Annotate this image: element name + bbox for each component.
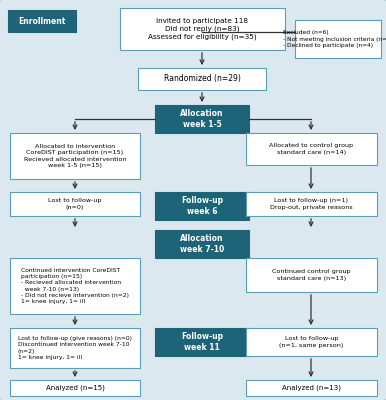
Bar [295, 20, 381, 58]
Text: Lost to follow-up
(n=0): Lost to follow-up (n=0) [48, 198, 102, 210]
Bar [120, 8, 285, 50]
Text: Allocation
week 7-10: Allocation week 7-10 [180, 234, 224, 254]
Text: Analyzed (n=13): Analyzed (n=13) [282, 385, 341, 391]
Bar [10, 192, 140, 216]
Bar [246, 192, 377, 216]
Text: Lost to follow-up
(n=1, same person): Lost to follow-up (n=1, same person) [279, 336, 344, 348]
Bar [155, 230, 249, 258]
Text: Allocated to control group
standard care (n=14): Allocated to control group standard care… [269, 143, 354, 154]
Bar [246, 328, 377, 356]
Bar [10, 328, 140, 368]
Bar [138, 68, 266, 90]
Text: Invited to participate 118
Did not reply (n=83)
Assessed for eligibility (n=35): Invited to participate 118 Did not reply… [148, 18, 257, 40]
Text: Analyzed (n=15): Analyzed (n=15) [46, 385, 105, 391]
Text: Follow-up
week 11: Follow-up week 11 [181, 332, 223, 352]
Bar [246, 133, 377, 165]
Text: Lost to follow-up (give reasons) (n=0)
Discontinued intervention week 7-10
(n=2): Lost to follow-up (give reasons) (n=0) D… [18, 336, 132, 360]
Text: Randomized (n=29): Randomized (n=29) [164, 74, 240, 84]
Bar [10, 380, 140, 396]
Text: Allocation
week 1-5: Allocation week 1-5 [180, 109, 224, 129]
Bar [155, 328, 249, 356]
Bar [155, 192, 249, 220]
Text: Continued control group
standard care (n=13): Continued control group standard care (n… [272, 270, 351, 281]
Bar [10, 258, 140, 314]
Text: Continued intervention CoreDIST
participation (n=15)
- Recieved allocated interv: Continued intervention CoreDIST particip… [21, 268, 129, 304]
Text: Follow-up
week 6: Follow-up week 6 [181, 196, 223, 216]
Bar [8, 10, 76, 32]
Text: Excluded (n=6)
- Not meeting inclusion criteria (n=2)
- Declined to participate : Excluded (n=6) - Not meeting inclusion c… [283, 30, 386, 48]
Text: Allocated to intervention
CoreDIST participation (n=15)
Recieved allocated inter: Allocated to intervention CoreDIST parti… [24, 144, 126, 168]
Text: Lost to follow-up (n=1)
Drop-out, private reasons: Lost to follow-up (n=1) Drop-out, privat… [270, 198, 353, 210]
Bar [246, 258, 377, 292]
Bar [246, 380, 377, 396]
Text: Enrollment: Enrollment [18, 16, 66, 26]
Bar [155, 105, 249, 133]
Bar [10, 133, 140, 179]
